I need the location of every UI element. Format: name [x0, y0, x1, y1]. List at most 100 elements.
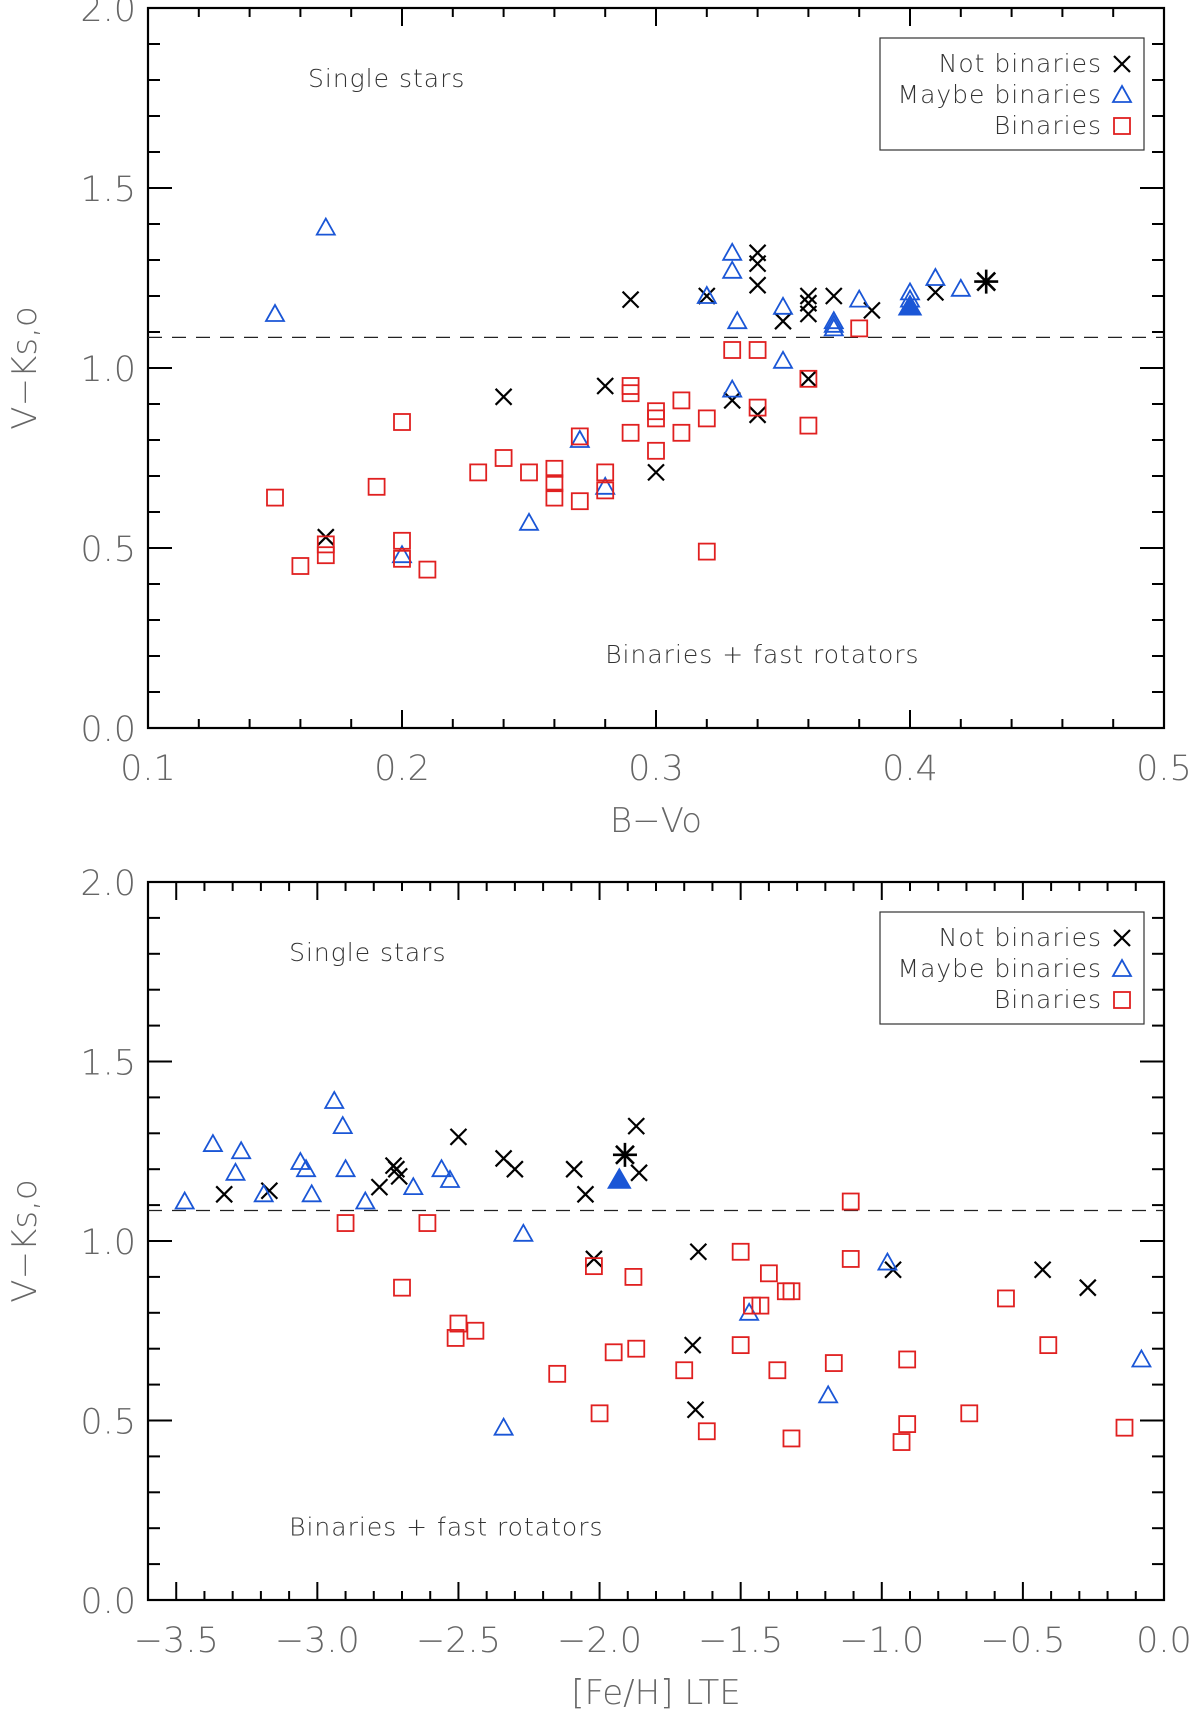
- maybe-binary-point: [202, 1133, 224, 1152]
- y-tick-label: 1.0: [80, 1223, 136, 1263]
- binary-point: [898, 1350, 917, 1369]
- binary-point: [449, 1314, 468, 1333]
- binary-point: [316, 546, 335, 565]
- legend-box: [879, 911, 1145, 1025]
- annotation-single-stars: Single stars: [289, 938, 446, 967]
- not-binary-point: [390, 1167, 408, 1186]
- binary-point: [647, 409, 665, 428]
- asterisk-point: [974, 269, 999, 294]
- maybe-binary-point: [823, 313, 845, 333]
- maybe-binary-point: [332, 1115, 354, 1135]
- not-binary-point: [370, 1178, 389, 1196]
- y-tick-label: 0.0: [80, 710, 136, 750]
- not-binary-point: [799, 305, 818, 323]
- binary-point: [960, 1404, 979, 1423]
- legend-label: Not binaries: [939, 49, 1102, 78]
- x-tick-label: −1.0: [839, 1621, 924, 1661]
- binary-point: [799, 416, 818, 435]
- binary-point: [892, 1433, 911, 1451]
- not-binary-point: [621, 290, 640, 309]
- binary-point: [748, 341, 767, 359]
- binary-point: [469, 463, 488, 482]
- binary-point: [545, 488, 564, 507]
- binary-point: [548, 1364, 567, 1383]
- binary-point: [545, 474, 564, 493]
- x-axis-title: B−Vo: [610, 801, 702, 841]
- maybe-binary-point: [430, 1158, 453, 1178]
- binary-point: [850, 319, 869, 338]
- series-filled-triangle: [607, 1167, 632, 1189]
- y-tick-label: 0.5: [80, 1403, 136, 1443]
- binary-point: [723, 341, 742, 359]
- binary-point: [393, 1278, 411, 1297]
- maybe-binary-point: [264, 303, 286, 322]
- maybe-binary-point: [817, 1384, 839, 1404]
- maybe-binary-point: [335, 1158, 357, 1178]
- binary-point: [697, 409, 716, 428]
- maybe-binary-point: [391, 544, 413, 564]
- not-binary-point: [774, 312, 792, 330]
- series-asterisk: [974, 269, 999, 294]
- binary-point: [1039, 1336, 1058, 1355]
- not-binary-point: [627, 1117, 646, 1135]
- binary-point: [393, 531, 411, 550]
- y-tick-label: 1.5: [80, 1044, 136, 1084]
- not-binary-point: [630, 1164, 648, 1182]
- binary-point: [418, 560, 437, 579]
- binary-point: [782, 1282, 801, 1301]
- not-binary-point: [926, 283, 945, 302]
- binary-point: [624, 1268, 643, 1286]
- binary-point: [316, 535, 335, 554]
- annotation-binaries-fast-rotators: Binaries + fast rotators: [605, 640, 919, 669]
- binary-point: [731, 1242, 750, 1261]
- maybe-binary-point: [230, 1140, 252, 1160]
- legend-label: Maybe binaries: [898, 954, 1103, 983]
- y-axis-title: V−Ks,o: [5, 1179, 45, 1302]
- chart-panel-2: −3.5 −3.0 −2.5 −2.0 −1.5 −1.0 −0.5 0.0 0.0 0.5 1.0…: [5, 864, 1192, 1713]
- maybe-binary-point: [569, 429, 591, 448]
- x-tick-label: 0.2: [374, 749, 430, 789]
- series-triangle: [264, 216, 972, 564]
- not-binary-point: [449, 1128, 468, 1146]
- asterisk-point: [612, 1142, 637, 1167]
- maybe-binary-point: [721, 378, 743, 398]
- maybe-binary-point: [295, 1158, 317, 1178]
- binary-point: [731, 1336, 750, 1355]
- filled-triangle-point: [607, 1167, 632, 1189]
- binary-point: [697, 542, 716, 561]
- legend-label: Not binaries: [939, 923, 1102, 952]
- x-tick-label: −3.0: [275, 1621, 360, 1661]
- maybe-binary-point: [301, 1183, 323, 1203]
- binary-point: [751, 1296, 770, 1315]
- maybe-binary-point: [823, 310, 845, 330]
- binary-point: [494, 449, 513, 467]
- series-square: [336, 1192, 1134, 1451]
- series-x: [317, 244, 945, 546]
- binary-point: [697, 1422, 716, 1441]
- maybe-binary-point: [876, 1251, 898, 1271]
- maybe-binary-point: [315, 216, 337, 236]
- binary-point: [841, 1192, 860, 1211]
- binary-point: [336, 1214, 355, 1232]
- x-tick-label: −2.5: [416, 1621, 501, 1661]
- maybe-binary-point: [726, 310, 748, 330]
- maybe-binary-point: [1130, 1348, 1152, 1368]
- binary-point: [748, 398, 767, 417]
- not-binary-point: [748, 276, 767, 294]
- maybe-binary-point: [439, 1169, 461, 1188]
- not-binary-point: [723, 391, 741, 410]
- maybe-binary-point: [696, 285, 718, 304]
- not-binary-point: [686, 1400, 705, 1419]
- annotation-single-stars: Single stars: [308, 64, 465, 93]
- maybe-binary-point: [738, 1301, 760, 1321]
- maybe-binary-point: [848, 288, 870, 308]
- legend-marker-icon: [1113, 117, 1131, 135]
- x-tick-label: −1.5: [698, 1621, 783, 1661]
- x-tick-label: 0.4: [882, 749, 938, 789]
- annotation-binaries-fast-rotators: Binaries + fast rotators: [289, 1512, 603, 1541]
- not-binary-point: [494, 388, 513, 406]
- y-tick-label: 1.5: [80, 170, 136, 210]
- series-triangle: [174, 1090, 1152, 1436]
- binary-point: [841, 1250, 860, 1268]
